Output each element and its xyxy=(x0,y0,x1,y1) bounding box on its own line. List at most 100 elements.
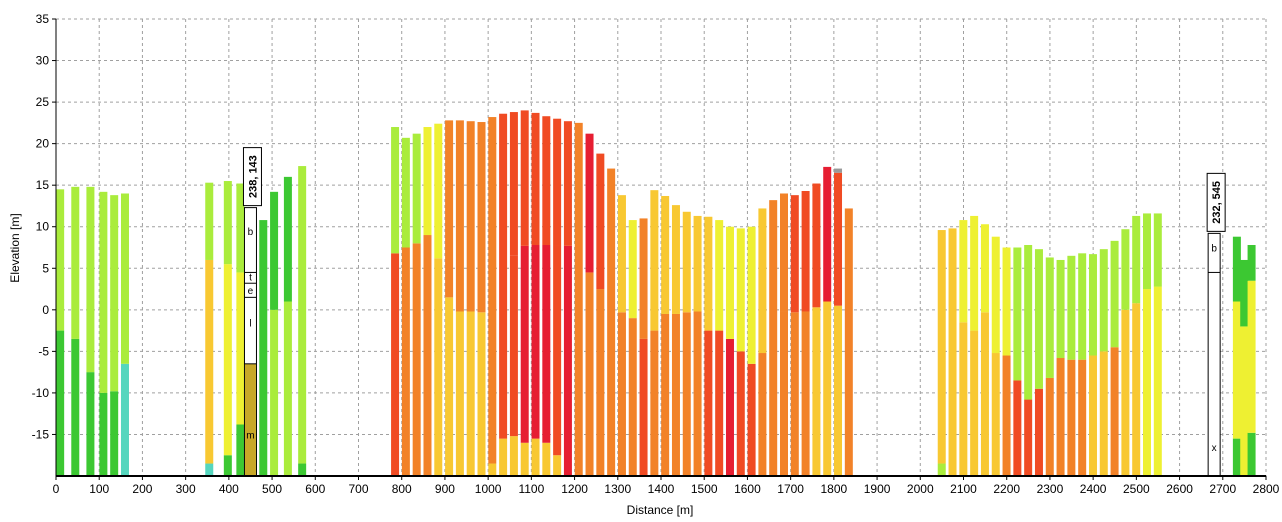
profile-bar-segment xyxy=(563,121,572,246)
profile-bar-segment xyxy=(298,166,307,464)
x-tick-label: 1200 xyxy=(561,482,588,496)
borehole-label: 232, 545 xyxy=(1211,181,1223,224)
profile-bar-segment xyxy=(639,218,648,339)
borehole-label-box xyxy=(1206,172,1226,232)
profile-bar-segment xyxy=(455,120,464,312)
profile-bar-segment xyxy=(1034,388,1043,476)
x-tick-label: 600 xyxy=(305,482,325,496)
y-tick-label: 5 xyxy=(42,261,49,275)
profile-bar-segment xyxy=(520,245,529,443)
profile-bar-segment xyxy=(86,186,95,373)
profile-bar-segment xyxy=(520,110,529,246)
x-tick-label: 1300 xyxy=(604,482,631,496)
profile-bar-segment xyxy=(542,245,551,443)
profile-bar-segment xyxy=(1143,289,1151,476)
profile-bar-segment xyxy=(682,211,691,313)
profile-bar-segment xyxy=(520,442,529,476)
profile-bar-segment xyxy=(120,193,129,364)
profile-bar-segment xyxy=(1121,309,1130,476)
y-tick-label: -15 xyxy=(32,427,50,441)
borehole-column xyxy=(1207,232,1221,477)
profile-bar-segment xyxy=(1067,359,1076,476)
profile-bar-segment xyxy=(628,220,637,319)
profile-bar-segment xyxy=(509,255,518,437)
profile-bar-segment xyxy=(401,247,410,476)
borehole-layer xyxy=(244,363,256,476)
profile-bar-segment xyxy=(412,133,421,244)
profile-bar-segment xyxy=(948,228,957,476)
y-tick-label: 20 xyxy=(36,137,50,151)
profile-bar-segment xyxy=(1045,257,1054,378)
profile-bar-segment xyxy=(223,264,232,456)
profile-bar-segment xyxy=(466,311,475,476)
x-tick-label: 2100 xyxy=(950,482,977,496)
profile-bar-segment xyxy=(531,112,540,246)
profile-bar-segment xyxy=(715,220,724,331)
profile-bar-segment xyxy=(1153,213,1162,287)
profile-bar-segment xyxy=(1078,359,1087,476)
profile-bar-segment xyxy=(769,200,778,476)
x-tick-label: 2000 xyxy=(907,482,934,496)
profile-bar-segment xyxy=(563,245,572,476)
profile-bar-segment xyxy=(801,311,810,476)
x-axis-label: Distance [m] xyxy=(627,503,694,517)
profile-bar-segment xyxy=(747,226,756,364)
profile-bar-segment xyxy=(650,190,659,331)
profile-bar-segment xyxy=(1024,245,1033,400)
y-tick-label: 25 xyxy=(36,95,50,109)
profile-bar-segment xyxy=(617,195,626,313)
profile-bar-segment xyxy=(71,338,80,476)
profile-bar-segment xyxy=(1240,259,1249,327)
x-tick-label: 2200 xyxy=(993,482,1020,496)
profile-bar-segment xyxy=(99,191,108,393)
profile-bar-segment xyxy=(205,182,214,260)
profile-bar-segment xyxy=(823,301,832,476)
profile-bar-segment xyxy=(391,253,400,476)
profile-bar-segment xyxy=(445,120,454,298)
profile-bar-segment xyxy=(110,195,119,392)
boreholes: b te l m 238, 143 b x 232, 545 xyxy=(242,147,1226,477)
profile-bar-segment xyxy=(1110,347,1119,476)
profile-bar-segment xyxy=(488,117,497,464)
profile-bar-segment xyxy=(477,122,486,313)
borehole-layer-code: m xyxy=(246,430,254,441)
profile-bar-segment xyxy=(596,153,605,290)
x-tick-label: 1400 xyxy=(648,482,675,496)
profile-bar-segment xyxy=(86,372,95,476)
x-tick-label: 1000 xyxy=(475,482,502,496)
profile-bars xyxy=(56,110,1256,476)
profile-bar-segment xyxy=(1067,255,1076,360)
profile-bar-segment xyxy=(283,176,292,302)
borehole-label: 238, 143 xyxy=(247,155,259,198)
profile-bar-segment xyxy=(834,168,843,173)
x-tick-label: 1600 xyxy=(734,482,761,496)
profile-bar-segment xyxy=(1232,438,1241,476)
profile-bar-segment xyxy=(423,235,432,476)
x-tick-label: 2400 xyxy=(1080,482,1107,496)
profile-bar-segment xyxy=(1088,254,1097,356)
profile-bar-segment xyxy=(1056,358,1065,476)
profile-bar-segment xyxy=(1013,380,1022,476)
profile-bar-segment xyxy=(553,245,562,456)
profile-bar-segment xyxy=(758,353,767,476)
profile-bar-segment xyxy=(1240,326,1249,476)
borehole-layer-code: e xyxy=(248,286,254,297)
x-tick-label: 1900 xyxy=(864,482,891,496)
profile-bar-segment xyxy=(937,463,946,476)
profile-bar-segment xyxy=(1002,355,1011,476)
borehole-layer-code: t xyxy=(249,273,252,284)
x-tick-label: 700 xyxy=(348,482,368,496)
profile-bar-segment xyxy=(509,436,518,476)
profile-bar-segment xyxy=(1088,355,1097,476)
profile-bar-segment xyxy=(223,455,232,476)
profile-bar-segment xyxy=(391,127,400,254)
profile-bar-segment xyxy=(959,220,968,323)
x-tick-label: 2300 xyxy=(1037,482,1064,496)
profile-bar-segment xyxy=(959,322,968,476)
x-tick-label: 1700 xyxy=(777,482,804,496)
profile-bar-segment xyxy=(1099,351,1108,476)
profile-bar-segment xyxy=(488,463,497,476)
profile-bar-segment xyxy=(1132,303,1141,476)
x-tick-label: 300 xyxy=(176,482,196,496)
profile-bar-segment xyxy=(412,243,421,476)
